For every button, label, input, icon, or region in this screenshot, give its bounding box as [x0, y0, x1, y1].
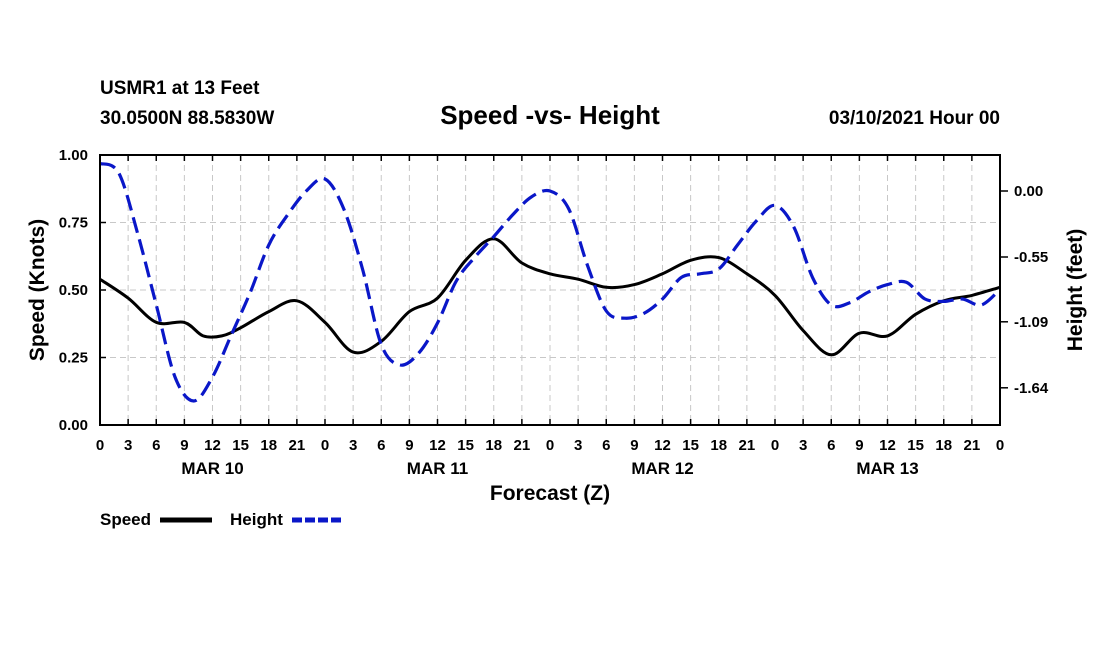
- datetime-label: 03/10/2021 Hour 00: [829, 108, 1000, 129]
- x-tick-label: 9: [180, 437, 188, 454]
- legend-speed-label: Speed: [100, 510, 151, 529]
- day-label: MAR 13: [856, 459, 918, 478]
- x-tick-label: 12: [429, 437, 446, 454]
- x-tick-label: 15: [682, 437, 699, 454]
- x-tick-label: 6: [377, 437, 385, 454]
- x-tick-label: 18: [935, 437, 952, 454]
- location-label: 30.0500N 88.5830W: [100, 108, 274, 129]
- x-tick-label: 21: [514, 437, 531, 454]
- x-tick-label: 21: [964, 437, 981, 454]
- x-tick-label: 15: [457, 437, 474, 454]
- x-tick-label: 18: [710, 437, 727, 454]
- ticks: 0 3 6 9 12 15 18 21 0 3 6 9 12 15 18 21 0 3 6 9 12 15 18 21 0 3 6 9…: [59, 147, 1049, 478]
- chart-title: Speed -vs- Height: [440, 100, 660, 130]
- x-tick-label: 3: [574, 437, 582, 454]
- x-tick-label: 18: [485, 437, 502, 454]
- y-left-tick-label: 1.00: [59, 147, 88, 164]
- day-label: MAR 10: [181, 459, 243, 478]
- x-tick-label: 12: [879, 437, 896, 454]
- series-line-speed: [99, 237, 1001, 357]
- x-tick-label: 0: [96, 437, 104, 454]
- legend: Speed Height: [100, 510, 344, 529]
- x-tick-label: 0: [321, 437, 329, 454]
- y-right-tick-label: 0.00: [1014, 183, 1043, 200]
- x-tick-label: 15: [232, 437, 249, 454]
- x-tick-label: 21: [739, 437, 756, 454]
- x-tick-label: 21: [289, 437, 306, 454]
- legend-height-label: Height: [230, 510, 283, 529]
- x-tick-label: 6: [152, 437, 160, 454]
- series-line-height: [99, 161, 1002, 403]
- x-tick-label: 15: [907, 437, 924, 454]
- y-right-tick-label: -0.55: [1014, 249, 1048, 266]
- y-left-tick-label: 0.00: [59, 417, 88, 434]
- x-tick-label: 9: [405, 437, 413, 454]
- x-tick-label: 3: [349, 437, 357, 454]
- y-left-tick-label: 0.75: [59, 215, 88, 232]
- x-tick-label: 12: [654, 437, 671, 454]
- y-right-tick-label: -1.64: [1014, 380, 1049, 397]
- y-axis-right-label: Height (feet): [1064, 229, 1087, 352]
- x-tick-label: 12: [204, 437, 221, 454]
- x-tick-label: 6: [602, 437, 610, 454]
- x-tick-label: 3: [799, 437, 807, 454]
- grid: [100, 155, 1000, 425]
- y-right-tick-label: -1.09: [1014, 314, 1048, 331]
- x-tick-label: 9: [855, 437, 863, 454]
- x-tick-label: 6: [827, 437, 835, 454]
- series-layer: [99, 161, 1002, 403]
- day-label: MAR 11: [407, 459, 468, 478]
- x-tick-label: 0: [546, 437, 554, 454]
- y-axis-left-label: Speed (Knots): [26, 219, 49, 361]
- x-tick-label: 3: [124, 437, 132, 454]
- x-tick-label: 0: [771, 437, 779, 454]
- station-label: USMR1 at 13 Feet: [100, 78, 260, 99]
- x-axis-label: Forecast (Z): [490, 482, 610, 505]
- x-tick-label: 18: [260, 437, 277, 454]
- x-tick-label: 9: [630, 437, 638, 454]
- x-tick-label: 0: [996, 437, 1004, 454]
- day-label: MAR 12: [631, 459, 693, 478]
- y-left-tick-label: 0.50: [59, 282, 88, 299]
- y-left-tick-label: 0.25: [59, 350, 88, 367]
